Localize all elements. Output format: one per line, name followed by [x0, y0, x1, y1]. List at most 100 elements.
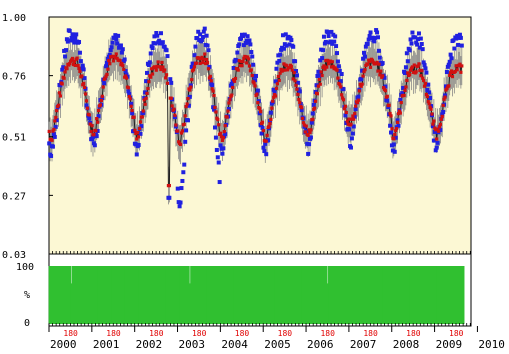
point-blue — [186, 103, 191, 108]
coverage-bar — [219, 266, 222, 324]
coverage-bar — [371, 266, 374, 324]
coverage-bar — [401, 266, 404, 324]
coverage-bar — [170, 266, 173, 324]
point-red — [439, 117, 443, 121]
coverage-bar — [239, 266, 241, 324]
point-blue — [152, 34, 157, 39]
coverage-bar — [118, 266, 120, 324]
point-blue — [421, 60, 426, 65]
point-blue — [455, 33, 460, 38]
bottom-y-tick-label: 0 — [24, 318, 30, 329]
point-blue — [94, 134, 99, 139]
point-blue — [410, 30, 415, 35]
point-blue — [215, 155, 220, 160]
coverage-bar — [64, 266, 66, 324]
point-blue — [129, 101, 134, 106]
point-red — [245, 55, 250, 59]
point-blue — [416, 31, 421, 36]
point-red — [403, 88, 407, 92]
point-red — [145, 91, 149, 96]
point-red — [399, 100, 403, 105]
coverage-bar — [290, 266, 293, 324]
point-red — [260, 120, 265, 124]
coverage-bar — [50, 266, 52, 324]
point-red — [309, 128, 313, 132]
point-blue — [139, 124, 144, 129]
point-red — [388, 111, 392, 116]
point-blue — [248, 42, 253, 47]
coverage-bar — [224, 266, 227, 324]
point-red — [201, 60, 205, 65]
coverage-bar — [460, 266, 462, 324]
coverage-bar — [72, 266, 75, 324]
point-blue — [242, 32, 247, 37]
coverage-bar — [435, 266, 437, 324]
coverage-bar — [278, 266, 281, 324]
point-blue — [60, 67, 65, 72]
point-red — [247, 64, 252, 68]
coverage-bar — [176, 266, 178, 324]
point-blue — [87, 116, 92, 121]
point-blue — [69, 35, 74, 40]
point-blue — [393, 135, 398, 140]
coverage-bar — [462, 266, 464, 324]
coverage-bar — [333, 266, 336, 324]
point-red — [392, 137, 396, 141]
point-red — [345, 119, 349, 123]
coverage-bar — [195, 266, 198, 324]
point-blue — [146, 62, 151, 67]
coverage-bar — [89, 266, 91, 324]
point-red — [352, 117, 356, 121]
coverage-bar — [58, 266, 61, 324]
point-red — [142, 98, 146, 102]
coverage-bar — [459, 266, 461, 324]
point-red — [167, 183, 171, 188]
point-red — [108, 62, 112, 66]
point-blue — [283, 32, 288, 37]
coverage-bar — [166, 266, 169, 324]
coverage-bar — [237, 266, 240, 324]
point-red — [56, 103, 61, 107]
point-red — [113, 56, 117, 60]
point-red — [63, 70, 67, 74]
coverage-bar — [325, 266, 327, 324]
point-red — [58, 94, 62, 98]
point-red — [137, 135, 141, 139]
coverage-bar — [131, 266, 133, 324]
coverage-bar — [149, 266, 151, 324]
coverage-bar — [295, 266, 297, 324]
point-blue — [266, 138, 271, 143]
point-blue — [167, 195, 172, 200]
coverage-bar — [124, 266, 127, 324]
point-red — [421, 76, 425, 80]
coverage-bar — [271, 266, 273, 324]
coverage-bar — [245, 266, 247, 324]
coverage-bar — [450, 266, 453, 324]
coverage-bar — [441, 266, 444, 324]
point-red — [313, 99, 318, 103]
point-blue — [95, 129, 100, 134]
point-blue — [136, 142, 141, 147]
point-red — [356, 98, 361, 102]
coverage-bar — [78, 266, 80, 324]
coverage-bar — [355, 266, 357, 324]
coverage-bar — [403, 266, 405, 324]
coverage-bar — [113, 266, 116, 324]
point-red — [249, 68, 253, 72]
coverage-bar — [207, 266, 210, 324]
point-red — [458, 62, 462, 66]
coverage-bar — [188, 266, 190, 324]
point-blue — [311, 102, 316, 107]
coverage-bar — [138, 266, 140, 324]
coverage-bar — [384, 266, 387, 324]
point-red — [319, 70, 323, 74]
point-blue — [445, 64, 450, 69]
point-blue — [185, 118, 190, 123]
coverage-bar — [281, 266, 283, 324]
point-blue — [220, 151, 225, 156]
point-blue — [263, 141, 268, 146]
point-blue — [310, 111, 315, 116]
coverage-bar — [404, 266, 406, 324]
point-blue — [360, 68, 365, 73]
point-blue — [375, 35, 380, 40]
